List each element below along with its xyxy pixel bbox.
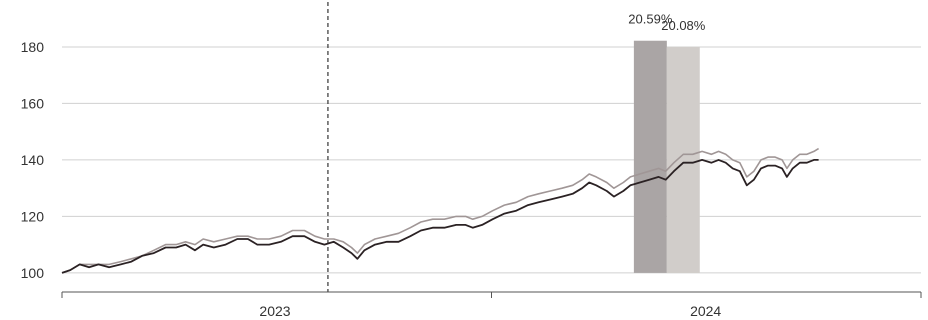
x-tick-label: 2024 bbox=[690, 303, 721, 319]
bar-value-label: 20.08% bbox=[661, 18, 706, 33]
y-tick-label: 140 bbox=[21, 152, 45, 168]
y-tick-label: 100 bbox=[21, 265, 45, 281]
bar-value-label: 20.59% bbox=[628, 12, 673, 27]
y-tick-label: 180 bbox=[21, 39, 45, 55]
x-tick-label: 2023 bbox=[259, 303, 290, 319]
y-tick-label: 160 bbox=[21, 95, 45, 111]
axis-layer bbox=[61, 291, 922, 298]
label-layer: 100 120 140 160 180 20.59%20.08% 2023 2024 bbox=[21, 12, 722, 319]
bar bbox=[633, 40, 667, 273]
bar bbox=[666, 46, 700, 273]
grid-layer bbox=[62, 46, 921, 274]
y-tick-label: 120 bbox=[21, 208, 45, 224]
series-line bbox=[61, 159, 819, 274]
bar-layer bbox=[633, 40, 700, 273]
series-line bbox=[61, 147, 820, 274]
series-layer bbox=[61, 147, 820, 274]
